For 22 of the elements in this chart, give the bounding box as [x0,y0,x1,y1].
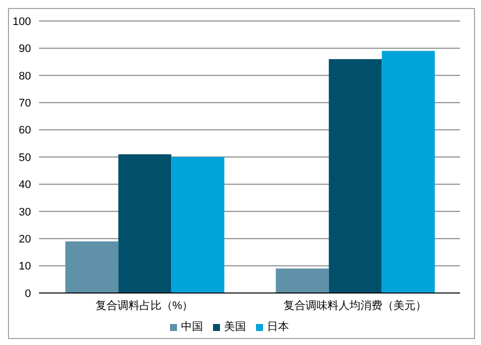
y-tick-label: 70 [18,98,31,110]
legend-label: 日本 [267,321,289,333]
bar [65,241,118,293]
bar [382,50,435,293]
y-tick-label: 0 [24,288,31,300]
y-tick-label: 50 [18,152,31,164]
x-tick-label: 复合调料占比（%） [95,298,194,312]
legend-label: 中国 [181,321,203,333]
legend-label: 美国 [224,321,246,333]
bar [276,268,329,293]
y-tick-label: 30 [18,206,31,218]
y-tick-label: 90 [18,43,31,56]
bar [171,157,224,293]
y-tick-label: 100 [12,16,31,28]
y-tick-label: 40 [18,179,31,192]
x-tick-label: 复合调味料人均消费（美元） [283,298,426,312]
y-tick-label: 10 [18,260,31,273]
bar [328,59,382,293]
y-tick-label: 80 [18,70,31,82]
bar [118,154,172,293]
y-tick-label: 20 [18,234,31,246]
y-tick-label: 60 [18,124,31,137]
